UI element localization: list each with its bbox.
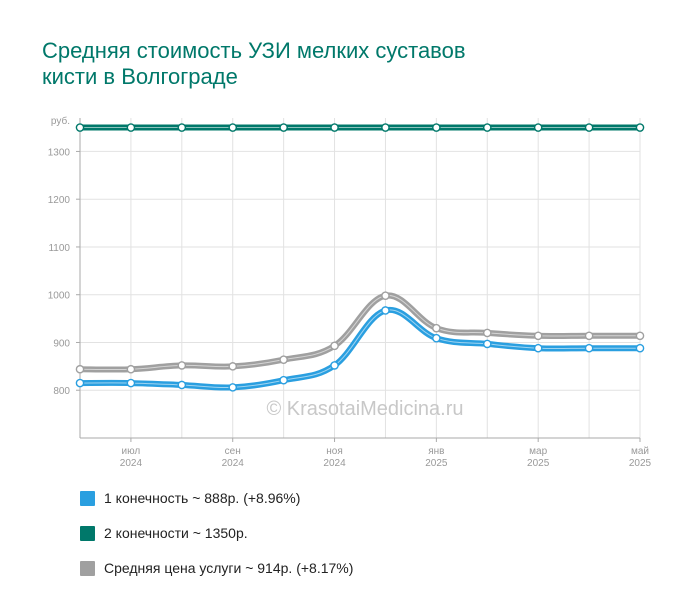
series-3-point-10 [533, 343, 543, 353]
series-3-point-6 [330, 361, 339, 370]
legend-item-3[interactable]: Средняя цена услуги ~ 914р. (+8.17%) [80, 558, 353, 578]
chart-title: Средняя стоимость УЗИ мелких суставов ки… [42, 38, 602, 90]
series-3-point-9 [482, 339, 492, 349]
series-1-point-12 [635, 123, 645, 132]
x-tick-month: янв [428, 446, 444, 457]
series-lines [77, 124, 643, 391]
series-2-point-3 [177, 361, 187, 370]
series-3-point-11 [584, 343, 594, 353]
x-tick-year: 2025 [527, 458, 550, 469]
series-3-point-5 [279, 375, 288, 385]
y-tick-label: 1100 [48, 243, 70, 254]
series-3-point-12 [635, 343, 645, 353]
series-1-point-11 [584, 123, 594, 132]
legend-item-1[interactable]: 1 конечность ~ 888р. (+8.96%) [80, 488, 353, 508]
series-1-point-7 [381, 123, 390, 132]
series-3-point-8 [432, 333, 441, 343]
x-tick-year: 2025 [629, 458, 652, 469]
series-1-point-3 [177, 123, 187, 132]
y-axis-label: руб. [51, 115, 70, 127]
series-1-point-5 [279, 123, 288, 132]
series-points [75, 123, 645, 392]
x-tick-month: июл [122, 446, 141, 457]
x-tick-month: май [631, 446, 649, 457]
series-1-point-4 [228, 123, 238, 132]
series-1-point-10 [533, 123, 543, 132]
series-1-point-8 [432, 123, 441, 132]
x-tick-year: 2024 [323, 458, 346, 469]
series-1-point-1 [75, 123, 85, 132]
y-tick-label: 1200 [48, 195, 71, 206]
series-2-point-8 [432, 323, 441, 333]
series-3-point-4 [228, 383, 238, 392]
legend-swatch-2 [80, 525, 95, 541]
series-2-point-12 [635, 331, 645, 341]
y-tick-label: 1300 [48, 147, 71, 158]
chart-title-line-2: кисти в Волгограде [42, 64, 238, 89]
grid-lines [79, 118, 641, 438]
legend: 1 конечность ~ 888р. (+8.96%) 2 конечнос… [80, 488, 353, 593]
series-2-point-2 [126, 364, 136, 374]
series-2-point-1 [75, 364, 85, 374]
series-2-point-7 [381, 291, 390, 300]
series-2-point-9 [482, 328, 492, 338]
series-2-point-11 [584, 331, 594, 341]
chart-title-line-1: Средняя стоимость УЗИ мелких суставов [42, 38, 466, 63]
y-tick-label: 1000 [48, 291, 71, 302]
series-3-point-2 [126, 378, 136, 388]
series-3-point-1 [75, 378, 85, 388]
series-3-point-3 [177, 380, 187, 390]
x-tick-month: ноя [326, 446, 343, 457]
series-2-point-5 [279, 355, 288, 364]
legend-label-3: Средняя цена услуги ~ 914р. (+8.17%) [104, 560, 354, 576]
series-2-point-10 [533, 331, 543, 341]
series-1-point-2 [126, 123, 136, 132]
series-3-point-7 [381, 306, 390, 315]
x-tick-year: 2024 [222, 458, 245, 469]
series-1-point-9 [482, 123, 492, 132]
series-1-point-6 [330, 123, 339, 132]
legend-item-2[interactable]: 2 конечности ~ 1350р. [80, 523, 353, 543]
x-tick-month: мар [529, 446, 547, 457]
y-tick-label: 900 [53, 338, 70, 349]
x-tick-month: сен [225, 446, 241, 457]
series-2-point-4 [228, 362, 238, 371]
legend-label-1: 1 конечность ~ 888р. (+8.96%) [104, 490, 301, 506]
series-2-point-6 [330, 341, 339, 351]
legend-swatch-1 [80, 490, 95, 506]
watermark-text: © KrasotaiMedicina.ru [266, 398, 463, 420]
legend-swatch-3 [80, 560, 95, 576]
x-tick-year: 2024 [120, 458, 143, 469]
axes: 8009001000110012001300июл2024сен2024ноя2… [48, 118, 652, 469]
legend-label-2: 2 конечности ~ 1350р. [104, 525, 248, 541]
x-tick-year: 2025 [425, 458, 448, 469]
y-tick-label: 800 [53, 386, 70, 397]
